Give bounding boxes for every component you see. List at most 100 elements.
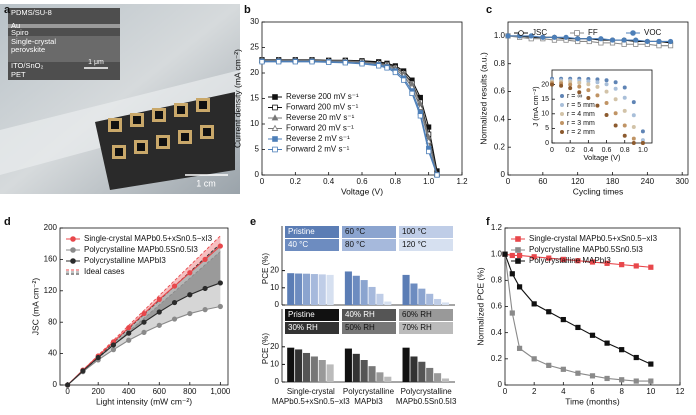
x-tick-label: 4 xyxy=(561,387,566,396)
marker xyxy=(648,378,654,384)
marker xyxy=(648,361,654,367)
x-axis-label: Light intensity (mW cm⁻²) xyxy=(96,396,192,406)
x-tick-label: 0.6 xyxy=(356,177,368,186)
marker xyxy=(621,37,627,43)
y-tick-label: 1.0 xyxy=(491,249,503,258)
bar xyxy=(418,361,426,382)
legend-marker xyxy=(70,236,76,242)
marker xyxy=(604,112,609,117)
layer-label: PDMS/SU-8 xyxy=(11,8,52,17)
marker xyxy=(633,378,639,384)
bar xyxy=(434,298,442,305)
legend-marker xyxy=(271,114,279,121)
marker xyxy=(417,113,423,119)
marker xyxy=(546,362,552,368)
y-tick-label: 0.8 xyxy=(494,59,506,68)
marker xyxy=(546,309,552,315)
bar xyxy=(318,274,326,305)
marker xyxy=(505,33,511,39)
marker xyxy=(217,280,223,286)
marker xyxy=(598,36,604,42)
legend-label: 40% RH xyxy=(345,310,375,319)
x-tick-label: 0.8 xyxy=(620,147,630,154)
panel-label: b xyxy=(244,4,251,16)
bar xyxy=(360,280,368,305)
bar xyxy=(318,360,326,382)
marker xyxy=(531,254,537,260)
marker xyxy=(613,111,618,116)
marker xyxy=(631,113,636,118)
marker xyxy=(631,124,636,129)
group-label: Polycrystalline xyxy=(401,387,453,396)
marker xyxy=(604,78,609,83)
marker xyxy=(656,38,662,45)
x-tick-label: 400 xyxy=(122,387,136,396)
legend-label: Polycrystalline MAPbI3 xyxy=(529,256,611,265)
y-tick-label: 20 xyxy=(270,342,279,351)
marker xyxy=(126,330,132,336)
marker xyxy=(559,83,564,88)
y-tick-label: 1.2 xyxy=(491,223,503,232)
marker xyxy=(309,59,315,65)
marker xyxy=(622,85,627,90)
marker xyxy=(604,100,609,105)
legend-label: r = 4 mm xyxy=(567,111,595,118)
y-tick-label: 10 xyxy=(250,119,259,128)
marker xyxy=(359,61,365,67)
legend-marker xyxy=(70,247,76,253)
legend-marker xyxy=(515,236,521,242)
marker xyxy=(217,303,223,310)
photo-scale-label: 1 cm xyxy=(196,178,216,188)
y-tick-label: 10 xyxy=(270,360,279,369)
bar xyxy=(418,288,426,305)
series-line xyxy=(504,254,651,382)
y-tick-label: 10 xyxy=(541,111,549,118)
bar xyxy=(360,360,368,382)
marker xyxy=(65,382,71,388)
marker xyxy=(156,296,162,303)
photo-panel xyxy=(0,4,240,194)
legend-marker xyxy=(272,94,278,100)
x-tick-label: 0 xyxy=(506,177,511,186)
marker xyxy=(577,84,582,89)
legend-swatch xyxy=(285,309,339,321)
marker xyxy=(187,310,193,317)
plot-frame xyxy=(59,227,229,386)
legend-swatch xyxy=(399,322,453,334)
legend-swatch xyxy=(285,226,339,238)
legend-label: 100 °C xyxy=(402,227,427,236)
marker xyxy=(560,316,566,323)
legend-label: 60 °C xyxy=(345,227,365,236)
x-tick-label: 1.0 xyxy=(423,177,435,186)
marker xyxy=(644,38,650,45)
bar xyxy=(326,274,334,305)
bar xyxy=(384,376,392,382)
marker xyxy=(622,123,627,128)
group-label: MAPb0.5Sn0.5I3 xyxy=(396,397,457,406)
layer-label: PET xyxy=(11,70,26,79)
y-tick-label: 1.0 xyxy=(494,31,506,40)
legend-swatch xyxy=(342,322,396,334)
x-tick-label: 120 xyxy=(571,177,585,186)
legend-label: Ideal cases xyxy=(84,267,124,276)
perovskite-layer xyxy=(8,36,120,62)
marker xyxy=(577,80,582,85)
y-tick-label: 0 xyxy=(275,300,280,309)
marker xyxy=(141,310,147,317)
marker xyxy=(126,337,132,343)
y-axis-label: J (mA cm⁻²) xyxy=(531,86,540,127)
marker xyxy=(187,292,193,298)
legend-marker xyxy=(574,30,580,36)
y-tick-label: 25 xyxy=(250,43,259,52)
legend-swatch xyxy=(342,226,396,238)
layer-label: perovskite xyxy=(11,45,45,54)
legend-swatch xyxy=(342,239,396,251)
x-tick-label: 600 xyxy=(153,387,167,396)
y-tick-label: 200 xyxy=(44,223,58,232)
legend-label: VOC xyxy=(644,28,662,37)
x-tick-label: 0.4 xyxy=(583,147,593,154)
legend-label: Polycrystalline MAPb0.5Sn0.5I3 xyxy=(84,245,198,254)
layer-label: Spiro xyxy=(11,28,29,37)
legend-label: Forward 200 mV s⁻¹ xyxy=(286,103,359,112)
